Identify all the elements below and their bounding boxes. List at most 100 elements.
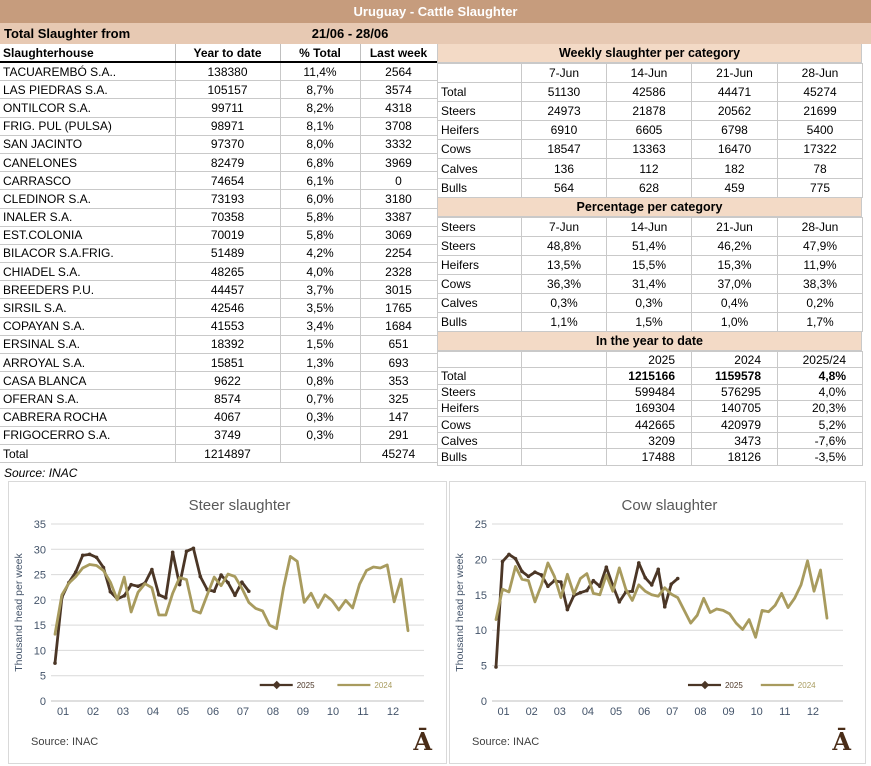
row-label: FRIGOCERRO S.A. bbox=[0, 425, 176, 445]
cell: 775 bbox=[777, 177, 863, 198]
cell: 3749 bbox=[174, 425, 281, 445]
cell: 576295 bbox=[691, 383, 778, 401]
cell: 3015 bbox=[359, 280, 438, 300]
svg-text:12: 12 bbox=[387, 706, 399, 718]
svg-text:04: 04 bbox=[147, 706, 159, 718]
cell: 97370 bbox=[174, 134, 281, 154]
cell: 21-Jun bbox=[691, 62, 778, 84]
period-value: 21/06 - 28/06 bbox=[311, 26, 389, 41]
cell: 1765 bbox=[359, 298, 438, 318]
percentage-table-body: Steers 7-Jun 14-Jun 21-Jun 28-Jun Steers 48,8%… bbox=[437, 216, 863, 333]
period-label: Total Slaughter from bbox=[4, 26, 131, 41]
svg-text:20: 20 bbox=[34, 595, 46, 607]
table-row: Steers 7-Jun 14-Jun 21-Jun 28-Jun bbox=[437, 216, 863, 237]
cell: 3,4% bbox=[279, 316, 361, 336]
table-row: CARRASCO 74654 6,1% 0 bbox=[0, 171, 438, 191]
row-label: Bulls bbox=[437, 448, 522, 466]
cell: 2564 bbox=[359, 61, 438, 82]
percentage-table: Steers 7-Jun 14-Jun 21-Jun 28-Jun Steers 48,8%… bbox=[437, 216, 863, 333]
cell: 4,0% bbox=[777, 383, 863, 401]
cell: 5,8% bbox=[279, 225, 361, 245]
cell: 44471 bbox=[691, 82, 778, 103]
svg-text:Thousand head per week: Thousand head per week bbox=[13, 553, 25, 672]
cell: 28-Jun bbox=[777, 216, 863, 237]
cell: 14-Jun bbox=[606, 216, 692, 237]
cell: 138380 bbox=[174, 61, 281, 82]
weekly-slaughter-table: 7-Jun 14-Jun 21-Jun 28-Jun Total 51130 42586 44… bbox=[437, 62, 863, 198]
cell: 182 bbox=[691, 158, 778, 179]
row-label: ONTILCOR S.A. bbox=[0, 98, 176, 118]
svg-text:01: 01 bbox=[57, 706, 69, 718]
cell: 42546 bbox=[174, 298, 281, 318]
row-label: TACUAREMBÓ S.A.. bbox=[0, 61, 176, 82]
table-row: Calves 136 112 182 78 bbox=[437, 158, 863, 179]
ytd-table-body: 2025 2024 2025/24 Total 1215166 1159578 4,8% St… bbox=[437, 351, 863, 466]
cell: 1,7% bbox=[777, 312, 863, 333]
svg-text:10: 10 bbox=[34, 645, 46, 657]
row-label: Calves bbox=[437, 293, 522, 314]
svg-text:11: 11 bbox=[357, 706, 368, 718]
cell: 20562 bbox=[691, 101, 778, 122]
cell: 70358 bbox=[174, 207, 281, 227]
cell: 3473 bbox=[691, 432, 778, 450]
row-label: Heifers bbox=[437, 254, 522, 275]
cell: 1,5% bbox=[279, 334, 361, 355]
cell: 6,0% bbox=[279, 189, 361, 209]
table-row: CASA BLANCA 9622 0,8% 353 bbox=[0, 371, 438, 391]
category-tables-panel: Weekly slaughter per category 7-Jun 14-Ju… bbox=[437, 44, 863, 466]
svg-text:03: 03 bbox=[117, 706, 129, 718]
cell: 2024 bbox=[691, 351, 778, 369]
table-row: TACUAREMBÓ S.A.. 138380 11,4% 2564 bbox=[0, 61, 438, 82]
table-row: ONTILCOR S.A. 99711 8,2% 4318 bbox=[0, 98, 438, 118]
cell: 0,3% bbox=[279, 425, 361, 445]
report-title-bar: Uruguay - Cattle Slaughter bbox=[0, 0, 871, 23]
col-header-year-to-date: Year to date bbox=[174, 44, 280, 63]
cell: 0,4% bbox=[691, 293, 778, 314]
cell: 38,3% bbox=[777, 273, 863, 295]
table-row: Steers 24973 21878 20562 21699 bbox=[437, 101, 863, 122]
svg-text:05: 05 bbox=[177, 706, 189, 718]
slaughterhouse-table-body: TACUAREMBÓ S.A.. 138380 11,4% 2564 LAS PIEDR… bbox=[0, 61, 438, 464]
cell: 442665 bbox=[606, 415, 692, 434]
row-label: EST.COLONIA bbox=[0, 225, 176, 245]
cell: 4318 bbox=[359, 98, 438, 118]
svg-text:10: 10 bbox=[475, 625, 487, 637]
cell: 20,3% bbox=[777, 399, 863, 417]
cell: 28-Jun bbox=[777, 62, 863, 84]
row-label: OFERAN S.A. bbox=[0, 389, 176, 409]
row-label: INALER S.A. bbox=[0, 207, 176, 227]
table-row: Heifers 169304 140705 20,3% bbox=[437, 399, 863, 417]
cell: 31,4% bbox=[606, 273, 692, 295]
cell: -7,6% bbox=[777, 432, 863, 450]
cell: 51130 bbox=[521, 82, 607, 103]
row-label: CASA BLANCA bbox=[0, 371, 176, 391]
cell: 11,4% bbox=[279, 61, 361, 82]
table-row: Cows 442665 420979 5,2% bbox=[437, 415, 863, 434]
svg-text:35: 35 bbox=[34, 519, 46, 531]
svg-text:Source: INAC: Source: INAC bbox=[472, 736, 539, 748]
cell: 6,1% bbox=[279, 171, 361, 191]
cell: 16470 bbox=[691, 139, 778, 160]
cell: 4067 bbox=[174, 407, 281, 427]
svg-text:Ā: Ā bbox=[831, 727, 851, 756]
table-row: 7-Jun 14-Jun 21-Jun 28-Jun bbox=[437, 62, 863, 84]
row-label: Bulls bbox=[437, 177, 522, 198]
slaughterhouse-table-wrap: Slaughterhouse Year to date % Total Last… bbox=[0, 44, 438, 464]
cell: 6,8% bbox=[279, 152, 361, 173]
table-row: Total 1214897 45274 bbox=[0, 443, 438, 464]
cell: 18547 bbox=[521, 139, 607, 160]
cell bbox=[521, 448, 607, 466]
cell: 41553 bbox=[174, 316, 281, 336]
cell bbox=[521, 383, 607, 401]
row-label: COPAYAN S.A. bbox=[0, 316, 176, 336]
cell: 291 bbox=[359, 425, 438, 445]
row-label: BREEDERS P.U. bbox=[0, 280, 176, 300]
cell: 4,0% bbox=[279, 262, 361, 282]
table-row: Cows 36,3% 31,4% 37,0% 38,3% bbox=[437, 273, 863, 295]
cell: 8,7% bbox=[279, 80, 361, 100]
svg-text:03: 03 bbox=[554, 706, 566, 718]
svg-text:25: 25 bbox=[475, 519, 487, 531]
cell: 112 bbox=[606, 158, 692, 179]
cell: 3069 bbox=[359, 225, 438, 245]
svg-text:0: 0 bbox=[40, 696, 46, 708]
